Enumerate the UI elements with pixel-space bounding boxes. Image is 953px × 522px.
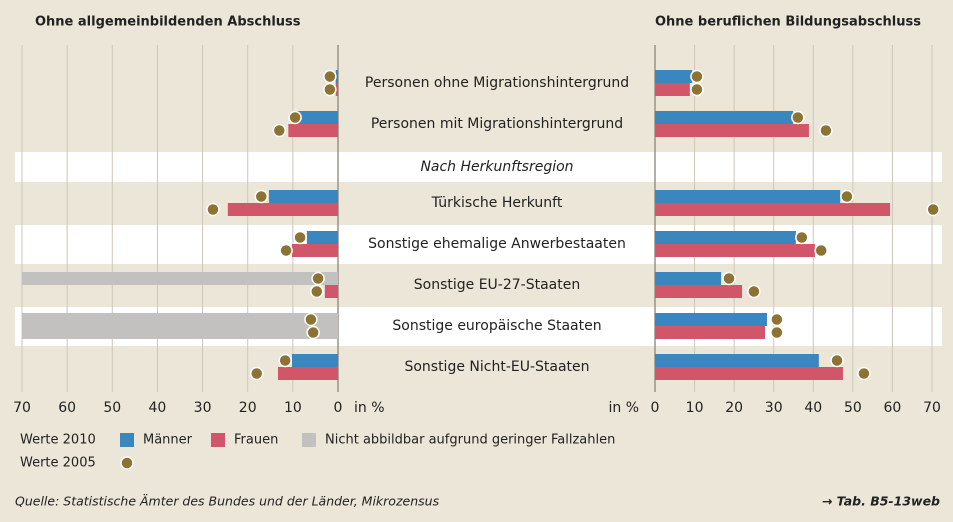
- x-tick-label: 0: [651, 400, 660, 416]
- bar: [655, 354, 819, 367]
- dot-2005: [814, 243, 828, 258]
- legend-label: Werte 2005: [20, 456, 96, 471]
- bar: [288, 124, 338, 137]
- not-available-bar: [22, 313, 338, 326]
- category-label: Sonstige EU-27-Staaten: [414, 277, 580, 293]
- dot-2005: [722, 271, 736, 286]
- x-tick-label: 30: [194, 400, 212, 416]
- dot-2005: [819, 123, 833, 138]
- bar: [655, 367, 843, 380]
- category-label: Türkische Herkunft: [431, 195, 563, 211]
- x-tick-label: 60: [58, 400, 76, 416]
- bar: [268, 190, 338, 203]
- bar: [655, 83, 690, 96]
- x-tick-label: 10: [686, 400, 704, 416]
- section-stripe: [15, 152, 942, 182]
- dot-2005: [206, 202, 220, 217]
- dot-2005: [690, 82, 704, 97]
- dot-2005: [795, 230, 809, 245]
- not-available-bar: [22, 272, 338, 285]
- dot-2005: [323, 82, 337, 97]
- dot-2005: [304, 312, 318, 327]
- bar: [324, 285, 338, 298]
- dot-2005: [278, 353, 292, 368]
- category-label: Personen ohne Migrationshintergrund: [365, 75, 629, 91]
- dot-2005: [249, 366, 264, 381]
- source: Quelle: Statistische Ämter des Bundes un…: [15, 494, 440, 509]
- x-tick-label: 20: [239, 400, 257, 416]
- not-available-bar: [22, 326, 338, 339]
- left-title: Ohne allgemeinbildenden Abschluss: [35, 15, 301, 30]
- section-label: Nach Herkunftsregion: [420, 159, 573, 175]
- bar: [297, 111, 338, 124]
- dot-2005: [293, 230, 307, 245]
- dot-2005: [770, 312, 784, 327]
- x-tick-label: 0: [334, 400, 343, 416]
- dot-2005: [791, 110, 805, 125]
- bar: [227, 203, 338, 216]
- x-tick-label: 70: [923, 400, 941, 416]
- right-title: Ohne beruflichen Bildungsabschluss: [655, 15, 921, 30]
- bar: [655, 231, 796, 244]
- dot-2005: [840, 189, 854, 204]
- legend-label: Frauen: [234, 433, 278, 448]
- x-tick-label: 50: [103, 400, 121, 416]
- dot-2005: [272, 123, 287, 138]
- legend-swatch: [120, 433, 134, 447]
- x-tick-label: 10: [284, 400, 302, 416]
- dot-2005: [254, 189, 269, 204]
- bar: [335, 70, 338, 83]
- legend-label: Nicht abbildbar aufgrund geringer Fallza…: [325, 433, 615, 448]
- dot-2005: [306, 325, 320, 340]
- category-label: Sonstige ehemalige Anwerbestaaten: [368, 236, 626, 252]
- category-label: Sonstige Nicht-EU-Staaten: [404, 359, 589, 375]
- bar: [655, 111, 794, 124]
- bar: [655, 244, 815, 257]
- dot-2005: [747, 284, 761, 299]
- x-tick-label: 60: [884, 400, 902, 416]
- background: [15, 45, 942, 392]
- legend-dot: [120, 456, 134, 470]
- dot-2005: [279, 243, 293, 258]
- bar: [655, 272, 722, 285]
- bar: [655, 190, 841, 203]
- bar: [277, 367, 338, 380]
- x-tick-label: 40: [804, 400, 822, 416]
- bar: [291, 354, 338, 367]
- dot-2005: [323, 69, 337, 84]
- dot-2005: [926, 202, 940, 217]
- bar: [655, 326, 766, 339]
- legend-swatch: [211, 433, 225, 447]
- x-tick-label: 50: [844, 400, 862, 416]
- dot-2005: [690, 69, 704, 84]
- bar: [655, 70, 693, 83]
- x-tick-label: 20: [725, 400, 743, 416]
- x-axis-label: in %: [354, 400, 385, 416]
- dot-2005: [857, 366, 871, 381]
- dot-2005: [830, 353, 844, 368]
- legend-label: Werte 2010: [20, 433, 96, 448]
- bar: [291, 244, 338, 257]
- legend-swatch: [302, 433, 316, 447]
- x-axis-label: in %: [608, 400, 639, 416]
- x-tick-label: 70: [13, 400, 31, 416]
- bar: [335, 83, 338, 96]
- dot-2005: [310, 284, 324, 299]
- category-label: Personen mit Migrationshintergrund: [371, 116, 623, 132]
- bar: [655, 124, 809, 137]
- bar: [306, 231, 338, 244]
- x-tick-label: 30: [765, 400, 783, 416]
- dot-2005: [311, 271, 325, 286]
- category-label: Sonstige europäische Staaten: [392, 318, 601, 334]
- x-tick-label: 40: [149, 400, 167, 416]
- dot-2005: [288, 110, 302, 125]
- reference: → Tab. B5-13web: [822, 494, 940, 509]
- bar: [655, 203, 891, 216]
- dot-2005: [770, 325, 784, 340]
- bar: [655, 313, 767, 326]
- legend-label: Männer: [143, 433, 193, 448]
- bar: [655, 285, 743, 298]
